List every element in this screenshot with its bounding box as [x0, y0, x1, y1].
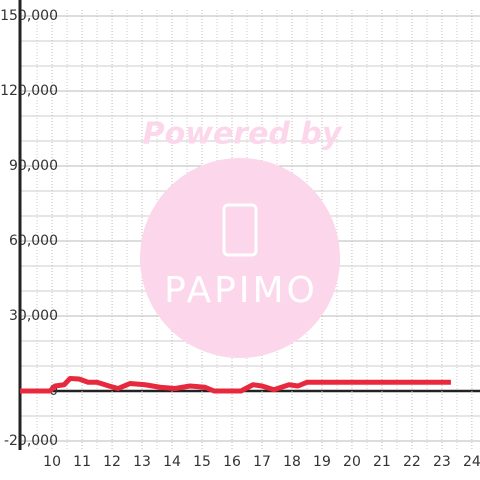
- x-tick-label: 22: [403, 454, 421, 470]
- watermark: Powered by PAPIMO: [140, 117, 343, 358]
- x-tick-label: 24: [463, 454, 480, 470]
- watermark-phone: [222, 203, 258, 257]
- x-tick-label: 12: [103, 454, 121, 470]
- x-tick-label: 17: [253, 454, 271, 470]
- x-tick-label: 19: [313, 454, 331, 470]
- x-tick-label: 20: [343, 454, 361, 470]
- x-tick-label: 11: [73, 454, 91, 470]
- x-tick-label: 14: [163, 454, 181, 470]
- y-tick-label: 30,000: [9, 308, 58, 324]
- y-tick-label: -20,000: [4, 433, 58, 449]
- x-tick-label: 23: [433, 454, 451, 470]
- y-tick-label: 60,000: [9, 233, 58, 249]
- x-tick-label: 21: [373, 454, 391, 470]
- y-tick-label: 120,000: [0, 83, 58, 99]
- x-tick-label: 15: [193, 454, 211, 470]
- watermark-text: Powered by: [143, 117, 343, 152]
- watermark-circle: [140, 158, 340, 358]
- line: [20, 376, 451, 394]
- x-tick-label: 18: [283, 454, 301, 470]
- watermark-logo: PAPIMO: [164, 270, 318, 311]
- x-tick-label: 13: [133, 454, 151, 470]
- x-tick-label: 16: [223, 454, 241, 470]
- y-tick-label: 150,000: [0, 8, 58, 24]
- x-tick-label: 10: [43, 454, 61, 470]
- y-tick-label: 90,000: [9, 158, 58, 174]
